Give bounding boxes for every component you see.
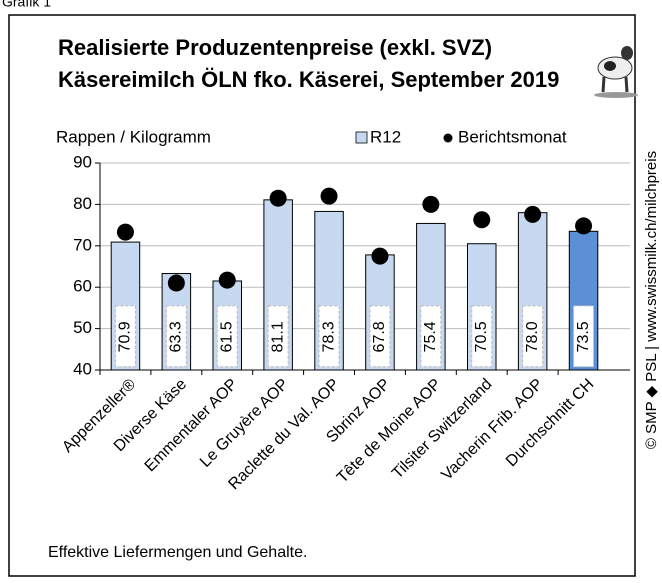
x-tick-label: Emmentaler AOP [142,376,241,475]
dot [473,211,490,228]
footnote: Effektive Liefermengen und Gehalte. [48,544,307,561]
y-tick-label: 80 [73,194,92,213]
chart-title: Realisierte Produzentenpreise (exkl. SVZ… [58,35,492,60]
dot [524,206,541,223]
legend-label: Berichtsmonat [458,127,567,146]
y-axis-label: Rappen / Kilogramm [56,127,211,146]
value-label: 70.5 [473,321,490,352]
dot [371,248,388,265]
x-tick-label: Durchschnitt CH [503,376,597,470]
value-label: 75.4 [422,321,439,352]
value-label: 78.3 [320,321,337,352]
value-label: 81.1 [269,321,286,352]
y-tick-label: 70 [73,235,92,254]
dot [422,196,439,213]
legend-swatch [444,134,453,143]
cow-icon [594,46,638,98]
x-tick-label: Tilsiter Switzerland [389,376,496,483]
legend-label: R12 [370,127,401,146]
figure-label: Grafik 1 [2,0,51,10]
chart: Grafik 1 Realisierte Produzentenpreise (… [0,0,662,583]
y-tick-label: 50 [73,318,92,337]
dot [117,224,134,241]
legend-swatch [356,132,367,143]
dot [321,188,338,205]
value-label: 67.8 [371,321,388,352]
y-tick-label: 40 [73,359,92,378]
dot [575,217,592,234]
value-label: 78.0 [524,321,541,352]
chart-subtitle: Käsereimilch ÖLN fko. Käserei, September… [58,67,559,92]
value-label: 70.9 [117,321,134,352]
x-tick-label: Le Gruyère AOP [197,376,292,471]
value-label: 73.5 [575,321,592,352]
value-label: 63.3 [168,321,185,352]
dot [270,190,287,207]
y-tick-label: 60 [73,277,92,296]
value-label: 61.5 [218,321,235,352]
dot [219,272,236,289]
dot [168,275,185,292]
source: © SMP ◆ PSL | www.swissmilk.ch/milchprei… [643,151,660,449]
y-tick-label: 90 [73,152,92,171]
